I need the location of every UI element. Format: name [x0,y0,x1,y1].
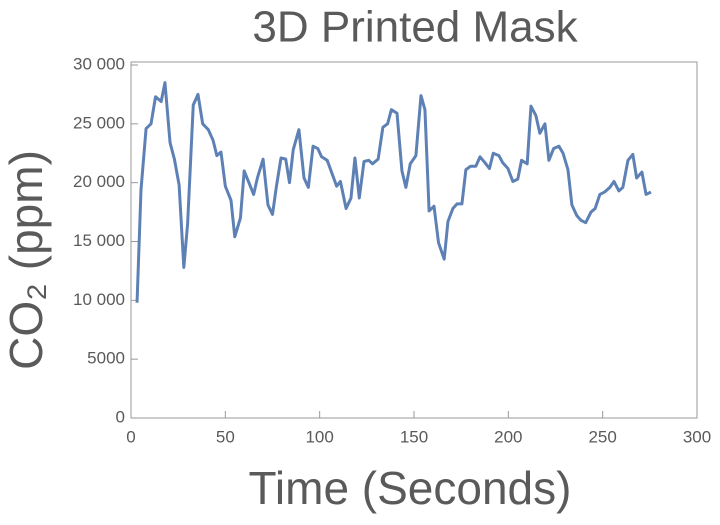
y-tick-label: 0 [116,407,125,426]
chart-title: 3D Printed Mask [252,3,578,52]
x-axis-label: Time (Seconds) [249,462,572,514]
y-tick-label: 15 000 [73,231,125,250]
x-tick-label: 300 [683,427,711,446]
data-line [135,81,652,303]
x-tick-label: 0 [126,427,135,446]
x-tick-label: 150 [400,427,428,446]
y-tick-label: 30 000 [73,54,125,73]
y-tick-label: 20 000 [73,172,125,191]
x-tick-label: 50 [216,427,235,446]
x-tick-label: 100 [305,427,333,446]
y-tick-label: 25 000 [73,113,125,132]
x-tick-label: 200 [494,427,522,446]
y-axis-label: CO₂ (ppm) [0,150,52,370]
x-tick-label: 250 [588,427,616,446]
y-tick-label: 10 000 [73,290,125,309]
y-tick-label: 5000 [87,349,125,368]
plot-frame [130,61,698,419]
